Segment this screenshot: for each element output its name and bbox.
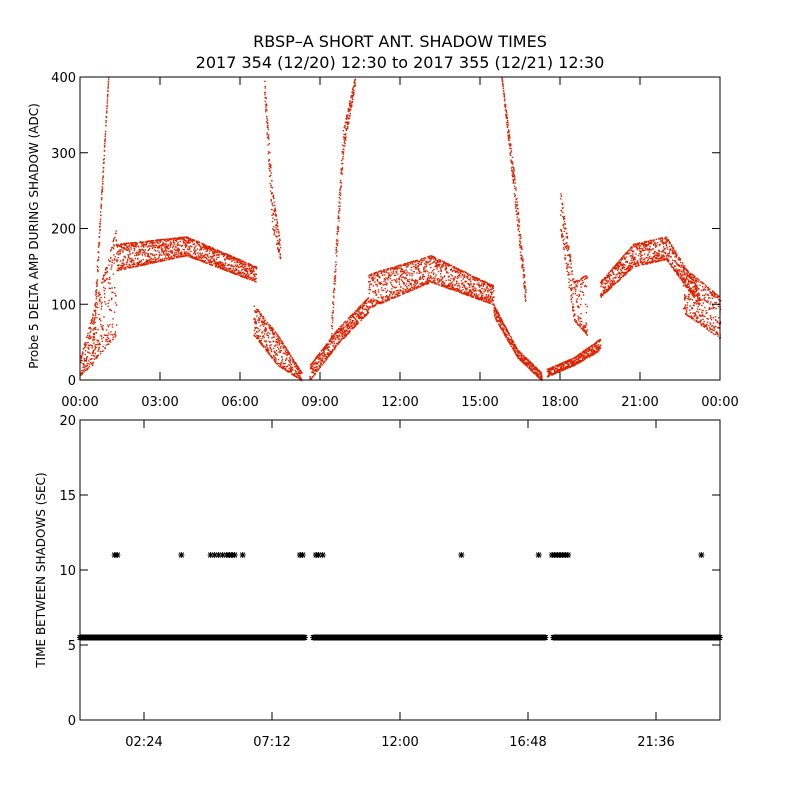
interval-points xyxy=(77,552,723,641)
x-tick-label: 09:00 xyxy=(301,395,338,410)
interval-outlier-marker xyxy=(315,552,322,558)
y-tick-label: 15 xyxy=(59,489,76,504)
y-tick-label: 10 xyxy=(59,564,76,579)
y-tick-label: 0 xyxy=(68,714,76,729)
interval-outlier-marker xyxy=(215,552,222,558)
interval-outlier-marker xyxy=(458,552,465,558)
x-tick-label: 12:00 xyxy=(381,395,418,410)
amplitude-plot-frame xyxy=(79,76,721,381)
interval-plot-frame xyxy=(79,419,721,721)
interval-baseline-markers xyxy=(77,634,723,641)
amplitude-point-cloud xyxy=(80,77,722,382)
y-tick-label: 20 xyxy=(59,414,76,429)
chart-title-line1: RBSP–A SHORT ANT. SHADOW TIMES xyxy=(253,32,547,51)
interval-outlier-marker xyxy=(219,552,226,558)
interval-outlier-marker xyxy=(319,552,326,558)
chart-title-line2: 2017 354 (12/20) 12:30 to 2017 355 (12/2… xyxy=(196,53,605,72)
x-tick-label: 16:48 xyxy=(509,735,546,750)
x-tick-label: 02:24 xyxy=(125,735,162,750)
interval-outlier-marker xyxy=(535,552,542,558)
x-tick-label: 03:00 xyxy=(141,395,178,410)
interval-outlier-marker xyxy=(565,552,571,558)
x-tick-label: 00:00 xyxy=(701,395,738,410)
interval-outlier-marker xyxy=(207,552,214,558)
amplitude-y-axis-label: Probe 5 DELTA AMP DURING SHADOW (ADC) xyxy=(27,103,41,369)
amplitude-points xyxy=(80,77,722,382)
interval-outlier-marker xyxy=(231,552,238,558)
interval-outlier-marker xyxy=(299,552,306,558)
y-tick-label: 5 xyxy=(68,639,76,654)
x-tick-label: 06:00 xyxy=(221,395,258,410)
interval-outlier-marker xyxy=(211,552,218,558)
x-tick-label: 00:00 xyxy=(61,395,98,410)
interval-axis-ticks: 0 5 10 15 20 02:24 07:12 12:00 16:48 21:36 xyxy=(59,414,720,750)
amplitude-axis-ticks: 0 100 200 300 400 00:00 03:00 06:00 09:00 12:00 15… xyxy=(51,71,739,410)
interval-outlier-marker xyxy=(114,552,121,558)
amplitude-panel: 0 100 200 300 400 00:00 03:00 06:00 09:00 12:00 15… xyxy=(27,71,739,410)
interval-outlier-marker xyxy=(239,552,246,558)
x-tick-label: 21:00 xyxy=(621,395,658,410)
interval-y-axis-label: TIME BETWEEN SHADOWS (SEC) xyxy=(34,472,48,668)
y-tick-label: 400 xyxy=(51,71,76,86)
interval-panel: 0 5 10 15 20 02:24 07:12 12:00 16:48 21:36 TIME B… xyxy=(34,414,723,750)
y-tick-label: 300 xyxy=(51,147,76,162)
interval-outlier-marker xyxy=(178,552,185,558)
y-tick-label: 200 xyxy=(51,223,76,238)
y-tick-label: 0 xyxy=(68,374,76,389)
y-tick-label: 100 xyxy=(51,298,76,313)
x-tick-label: 21:36 xyxy=(637,735,674,750)
x-tick-label: 12:00 xyxy=(381,735,418,750)
x-tick-label: 18:00 xyxy=(541,395,578,410)
x-tick-label: 07:12 xyxy=(253,735,290,750)
x-tick-label: 15:00 xyxy=(461,395,498,410)
interval-outlier-marker xyxy=(698,552,705,558)
